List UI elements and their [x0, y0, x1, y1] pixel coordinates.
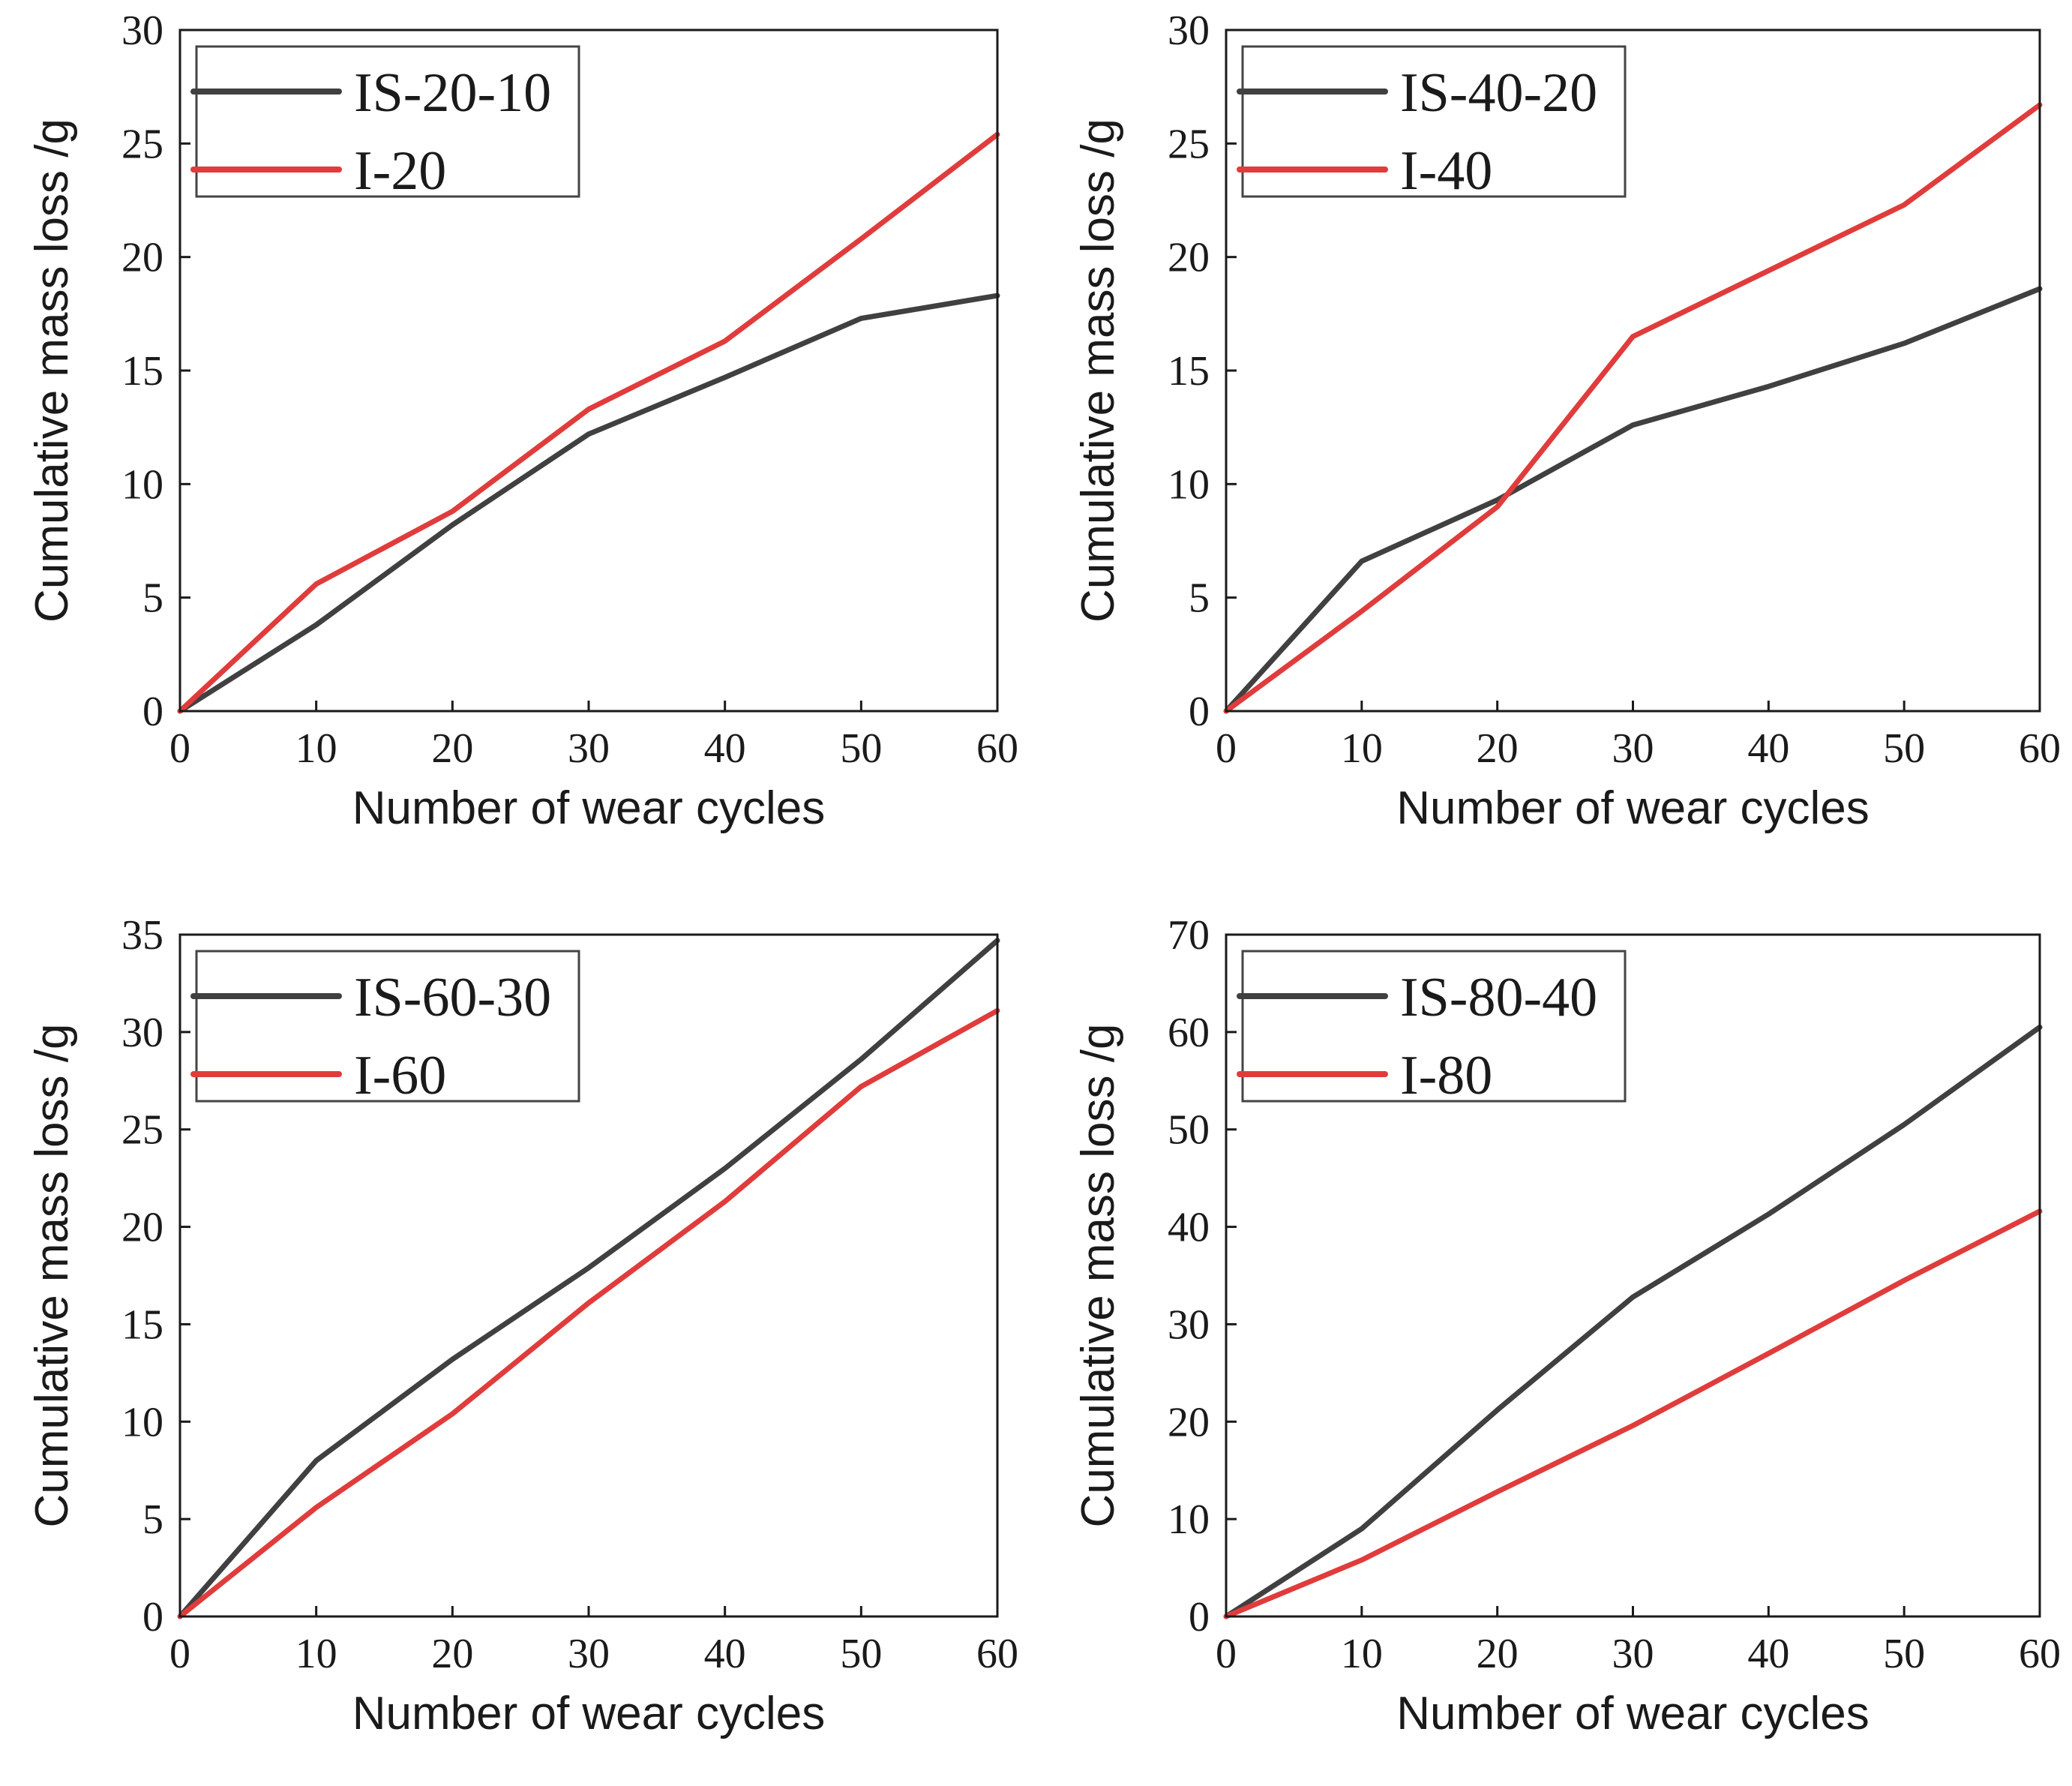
x-tick-label: 50 [1883, 725, 1925, 772]
legend: IS-60-30 I-60 [190, 950, 580, 1106]
legend-label: IS-20-10 [354, 62, 551, 124]
x-axis-title: Number of wear cycles [352, 782, 826, 834]
x-tick-label: 60 [2019, 725, 2061, 772]
series-line-IS-80-40 [1223, 1024, 2043, 1619]
x-axis-title: Number of wear cycles [1396, 1688, 1870, 1739]
y-tick-label: 20 [121, 235, 163, 281]
legend-label: IS-80-40 [1400, 967, 1597, 1028]
legend: IS-80-40 I-80 [1237, 950, 1627, 1106]
y-tick-label: 10 [121, 1399, 163, 1445]
y-tick-label: 30 [1168, 8, 1210, 54]
x-tick-label: 50 [840, 1631, 882, 1677]
legend-label: I-40 [1400, 140, 1492, 202]
x-tick-label: 10 [295, 725, 337, 772]
y-tick-label: 10 [1168, 461, 1210, 508]
y-tick-label: 20 [1168, 1399, 1210, 1445]
y-tick-label: 50 [1168, 1107, 1210, 1154]
chart-panel-bottom-right: 0 10 20 30 40 50 60 0 10 20 30 40 50 60 70 Number of we… [1072, 912, 2061, 1739]
x-tick-label: 60 [2019, 1631, 2061, 1677]
y-tick-label: 40 [1168, 1205, 1210, 1251]
y-tick-label: 60 [1168, 1010, 1210, 1056]
legend-label: I-80 [1400, 1045, 1492, 1106]
x-tick-label: 30 [1612, 1631, 1654, 1677]
x-tick-label: 40 [704, 725, 746, 772]
y-tick-label: 0 [142, 1594, 163, 1640]
series-line-IS-60-30 [177, 938, 1000, 1619]
y-tick-label: 5 [142, 1496, 163, 1543]
series-line-I-60 [177, 1007, 1000, 1619]
x-tick-label: 0 [1216, 1631, 1237, 1677]
x-tick-label: 20 [1477, 725, 1519, 772]
y-tick-label: 30 [121, 8, 163, 54]
legend-label: IS-40-20 [1400, 62, 1597, 124]
x-tick-label: 30 [568, 725, 610, 772]
chart-panel-top-right: 0 10 20 30 40 50 60 0 5 10 15 20 25 30 Number of wear … [1072, 8, 2061, 834]
x-tick-label: 10 [1341, 1631, 1383, 1677]
y-tick-label: 0 [1189, 1594, 1210, 1640]
x-tick-label: 0 [169, 1631, 190, 1677]
series-line-IS-40-20 [1223, 286, 2043, 714]
y-tick-label: 30 [1168, 1301, 1210, 1348]
y-axis-title: Cumulative mass loss /g [26, 1024, 78, 1528]
y-tick-label: 20 [1168, 235, 1210, 281]
y-tick-label: 15 [121, 348, 163, 395]
x-tick-label: 20 [431, 1631, 473, 1677]
x-tick-label: 20 [1477, 1631, 1519, 1677]
legend: IS-20-10 I-20 [190, 45, 580, 202]
legend-label: I-60 [354, 1045, 446, 1106]
series-line-I-80 [1223, 1208, 2043, 1619]
x-tick-label: 0 [1216, 725, 1237, 772]
x-tick-label: 30 [568, 1631, 610, 1677]
y-tick-label: 5 [142, 575, 163, 622]
y-tick-label: 25 [1168, 121, 1210, 167]
y-tick-label: 0 [1189, 689, 1210, 735]
legend: IS-40-20 I-40 [1237, 45, 1627, 202]
y-tick-label: 5 [1189, 575, 1210, 622]
x-tick-label: 30 [1612, 725, 1654, 772]
x-tick-label: 0 [169, 725, 190, 772]
y-tick-label: 20 [121, 1205, 163, 1251]
y-tick-label: 30 [121, 1010, 163, 1056]
x-tick-label: 20 [431, 725, 473, 772]
y-axis-title: Cumulative mass loss /g [1072, 1024, 1124, 1528]
x-tick-label: 40 [704, 1631, 746, 1677]
y-axis-title: Cumulative mass loss /g [26, 119, 78, 623]
x-tick-label: 60 [976, 725, 1018, 772]
x-tick-label: 60 [976, 1631, 1018, 1677]
y-tick-label: 15 [1168, 348, 1210, 395]
y-tick-label: 10 [121, 461, 163, 508]
legend-label: I-20 [354, 140, 446, 202]
x-axis-title: Number of wear cycles [1396, 782, 1870, 834]
x-tick-label: 50 [1883, 1631, 1925, 1677]
y-tick-label: 35 [121, 912, 163, 959]
series-line-I-20 [177, 131, 1000, 714]
chart-panel-bottom-left: 0 10 20 30 40 50 60 0 5 10 15 20 25 30 35 Number of wea… [26, 912, 1018, 1739]
x-tick-label: 50 [840, 725, 882, 772]
x-tick-label: 40 [1747, 1631, 1789, 1677]
y-tick-label: 10 [1168, 1496, 1210, 1543]
x-tick-label: 10 [1341, 725, 1383, 772]
y-tick-label: 0 [142, 689, 163, 735]
legend-label: IS-60-30 [354, 967, 551, 1028]
y-tick-label: 70 [1168, 912, 1210, 959]
x-tick-label: 40 [1747, 725, 1789, 772]
y-tick-label: 15 [121, 1301, 163, 1348]
y-tick-label: 25 [121, 1107, 163, 1154]
y-tick-label: 25 [121, 121, 163, 167]
y-axis-title: Cumulative mass loss /g [1072, 119, 1124, 623]
chart-panel-top-left: 0 10 20 30 40 50 60 0 5 10 15 20 25 30 Number of wear … [26, 8, 1018, 834]
x-tick-label: 10 [295, 1631, 337, 1677]
series-line-IS-20-10 [177, 293, 1000, 714]
x-axis-title: Number of wear cycles [352, 1688, 826, 1739]
